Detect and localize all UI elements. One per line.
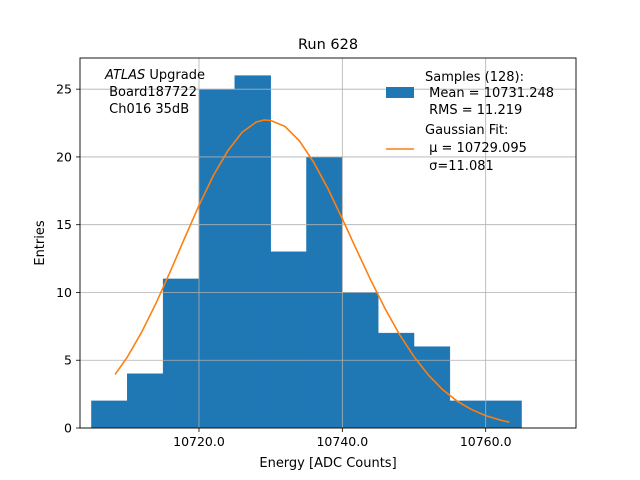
histogram-bar bbox=[449, 400, 486, 429]
legend-mu-label: μ = 10729.095 bbox=[425, 141, 527, 156]
y-tick-label: 20 bbox=[56, 149, 72, 164]
chart-title: Run 628 bbox=[298, 37, 358, 53]
y-tick-label: 0 bbox=[64, 421, 72, 436]
x-axis-ticks: 10720.0 10740.0 10760.0 bbox=[173, 428, 512, 449]
fit-curve-layer bbox=[80, 58, 576, 429]
legend-histogram-swatch bbox=[386, 87, 414, 98]
annotation-line-3: Ch016 35dB bbox=[105, 102, 189, 117]
y-tick-label: 15 bbox=[56, 217, 72, 232]
histogram-bar bbox=[234, 75, 271, 429]
histogram-bar bbox=[198, 88, 236, 429]
y-tick-label: 5 bbox=[64, 353, 72, 368]
annotation-line-1: ATLAS Upgrade bbox=[104, 68, 205, 83]
legend-sigma-label: σ=11.081 bbox=[425, 159, 494, 174]
y-axis-ticks: 0 5 10 15 20 25 bbox=[56, 82, 80, 436]
histogram-bar bbox=[485, 400, 522, 429]
plot-frame bbox=[79, 57, 577, 429]
annotation-italic: ATLAS bbox=[104, 68, 145, 83]
histogram-bar bbox=[413, 346, 451, 429]
legend: Samples (128): Mean = 10731.248 RMS = 11… bbox=[386, 70, 554, 174]
annotation-line-2: Board187722 bbox=[105, 85, 197, 100]
histogram-bar bbox=[162, 278, 200, 429]
atlas-annotation: ATLAS Upgrade Board187722 Ch016 35dB bbox=[104, 68, 205, 117]
x-tick-label: 10740.0 bbox=[316, 434, 368, 449]
y-tick-label: 10 bbox=[56, 285, 72, 300]
legend-rms-label: RMS = 11.219 bbox=[425, 103, 522, 118]
legend-samples-label: Samples (128): bbox=[425, 70, 524, 85]
histogram-bar bbox=[91, 400, 128, 429]
histogram-bar bbox=[270, 251, 307, 429]
x-tick-label: 10720.0 bbox=[173, 434, 225, 449]
legend-mean-label: Mean = 10731.248 bbox=[425, 86, 554, 101]
legend-fit-label: Gaussian Fit: bbox=[425, 123, 508, 138]
y-axis-label: Entries bbox=[33, 220, 48, 266]
annotation-rest: Upgrade bbox=[145, 68, 205, 83]
x-axis-label: Energy [ADC Counts] bbox=[259, 456, 396, 471]
histogram-bar bbox=[127, 373, 164, 429]
gaussian-fit-line bbox=[114, 119, 510, 423]
y-tick-label: 25 bbox=[56, 82, 72, 97]
x-tick-label: 10760.0 bbox=[460, 434, 512, 449]
